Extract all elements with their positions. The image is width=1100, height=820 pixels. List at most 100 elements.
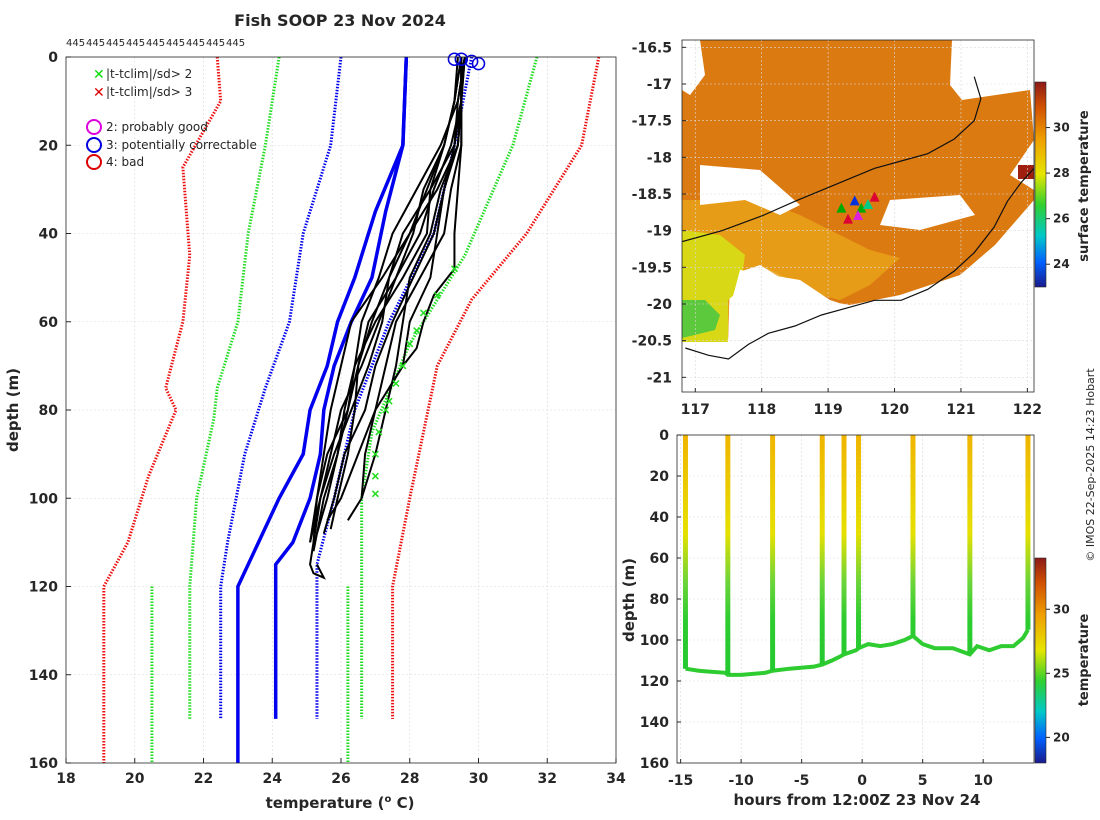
- flag-stroke: [399, 362, 407, 370]
- y-tick-label: 80: [39, 403, 59, 419]
- qc-circle: [464, 54, 479, 69]
- legend-qc-3-label: 3: potentially correctable: [106, 138, 257, 152]
- x-tick-label: -10: [728, 773, 754, 789]
- y-tick-label: -17.5: [632, 114, 672, 130]
- xbt-profile: [322, 57, 463, 534]
- y-tick-label: -20: [647, 297, 673, 313]
- y-tick-label: 120: [29, 580, 58, 596]
- flag-2-marker: [399, 362, 407, 370]
- map-axes-frame: [681, 39, 1035, 393]
- legend-flag-2-label: |t-tclim|/sd> 2: [106, 67, 192, 81]
- y-tick-label: -18: [647, 150, 672, 166]
- station-marker: [862, 199, 873, 209]
- flag-2-marker: [371, 490, 379, 498]
- map-ticks: 117 118 119 120 121 122 -16.5 -17 -17.5 -18 -18.5 -…: [632, 40, 1042, 418]
- sst-field: [682, 40, 1034, 392]
- y-tick-label: -19: [647, 224, 672, 240]
- flag-stroke: [392, 379, 400, 388]
- section-colorbar-ticks: 20 25 30: [1046, 602, 1070, 744]
- bottom-trace: [685, 628, 1030, 677]
- qc-circle: [447, 52, 462, 66]
- flag-2-marker: [406, 340, 414, 348]
- cloud-gap: [960, 40, 1034, 85]
- profile-x-axis-label: temperature (o C): [266, 794, 415, 812]
- y-tick-label: -16.5: [632, 40, 672, 56]
- flag-2-marker: [371, 450, 379, 458]
- climatology-+-2sd-left: [188, 56, 281, 719]
- xbt-profile: [309, 56, 463, 543]
- top-count-label: 445: [66, 38, 85, 49]
- xbt-profile: [326, 57, 463, 521]
- profile-y-axis-label: depth (m): [4, 368, 22, 452]
- flag-2-marker: [433, 291, 441, 299]
- flag-stroke: [406, 340, 414, 348]
- xlabel-sup: o: [384, 794, 391, 805]
- flag-2-marker: [385, 397, 393, 405]
- legend-qc-2: 2: probably good: [86, 119, 208, 135]
- sst-hot-spot: [1018, 165, 1034, 179]
- qc-circle: [454, 52, 469, 66]
- flag-2-marker: [419, 309, 428, 317]
- x-tick-label: 119: [813, 402, 842, 418]
- flag-stroke: [371, 450, 379, 458]
- y-tick-label: 120: [640, 674, 669, 690]
- flag-stroke: [382, 406, 390, 414]
- map-contours: [682, 76, 1034, 360]
- top-count-label: 445: [206, 38, 225, 49]
- y-tick-label: 160: [29, 756, 58, 772]
- station-marker: [849, 195, 860, 206]
- y-tick-label: 140: [640, 715, 669, 731]
- y-tick-label: 60: [650, 551, 670, 567]
- figure-title: Fish SOOP 23 Nov 2024: [234, 11, 446, 30]
- x-tick-label: 20: [125, 771, 145, 787]
- x-tick-label: 120: [880, 402, 909, 418]
- flag-2-marker: [375, 428, 383, 436]
- legend-qc-2-label: 2: probably good: [106, 120, 208, 134]
- legend-flag-3: ✕ |t-tclim|/sd> 3: [93, 85, 192, 101]
- flag-2-marker: [413, 327, 421, 335]
- x-tick-label: 5: [918, 773, 928, 789]
- xbt-profile: [315, 56, 466, 534]
- y-tick-label: 40: [650, 510, 670, 526]
- map-colorbar-ticks: 24 26 28 30: [1046, 121, 1070, 271]
- flag-stroke: [450, 265, 458, 273]
- x-tick-label: 118: [747, 402, 776, 418]
- copyright-notice: © IMOS 22-Sep-2025 14:23 Hobart: [1084, 368, 1097, 562]
- top-count-label: 445: [146, 38, 165, 49]
- flag-2-marker: [371, 472, 379, 480]
- colorbar-tick-label: 26: [1053, 212, 1070, 226]
- top-count-label: 445: [86, 38, 105, 49]
- climatology-+-3sd-left: [102, 56, 223, 763]
- legend-qc-4-marker: [86, 154, 102, 170]
- profile-panel: 18 20 22 24 26 28 30 32 34020406080100120140160 …: [4, 38, 626, 812]
- flag-2-marker: [392, 379, 400, 388]
- flag-stroke: [419, 309, 428, 317]
- legend-qc-2-marker: [86, 119, 102, 135]
- land-mask: [682, 210, 1034, 392]
- y-tick-label: 0: [48, 50, 58, 66]
- flag-stroke: [375, 428, 383, 436]
- y-tick-label: 0: [659, 428, 669, 444]
- profile-legend: ✕ |t-tclim|/sd> 2 ✕ |t-tclim|/sd> 3 2: p…: [86, 67, 257, 170]
- x-tick-label: 0: [857, 773, 867, 789]
- section-colorbar: [1034, 557, 1047, 764]
- x-tick-label: 122: [1013, 402, 1042, 418]
- flag-2-marker: [450, 265, 458, 273]
- station-marker: [843, 213, 854, 224]
- map-panel: 117 118 119 120 121 122 -16.5 -17 -17.5 -18 -18.5 -…: [632, 39, 1092, 418]
- flagged-points: [371, 265, 458, 498]
- y-tick-label: -20.5: [632, 334, 672, 350]
- qc-circles: [447, 52, 486, 71]
- top-count-label: 445: [126, 38, 145, 49]
- coastline: [685, 167, 1034, 360]
- y-tick-label: -17: [647, 77, 672, 93]
- flag-stroke: [413, 327, 421, 335]
- y-tick-label: 20: [39, 138, 59, 154]
- colorbar-tick-label: 28: [1053, 166, 1070, 180]
- legend-qc-3-marker: [86, 137, 102, 153]
- y-tick-label: 140: [29, 668, 58, 684]
- profile-top-labels: 445 445 445 445 445 445 445 445 445: [66, 38, 245, 49]
- y-tick-label: -21: [647, 370, 672, 386]
